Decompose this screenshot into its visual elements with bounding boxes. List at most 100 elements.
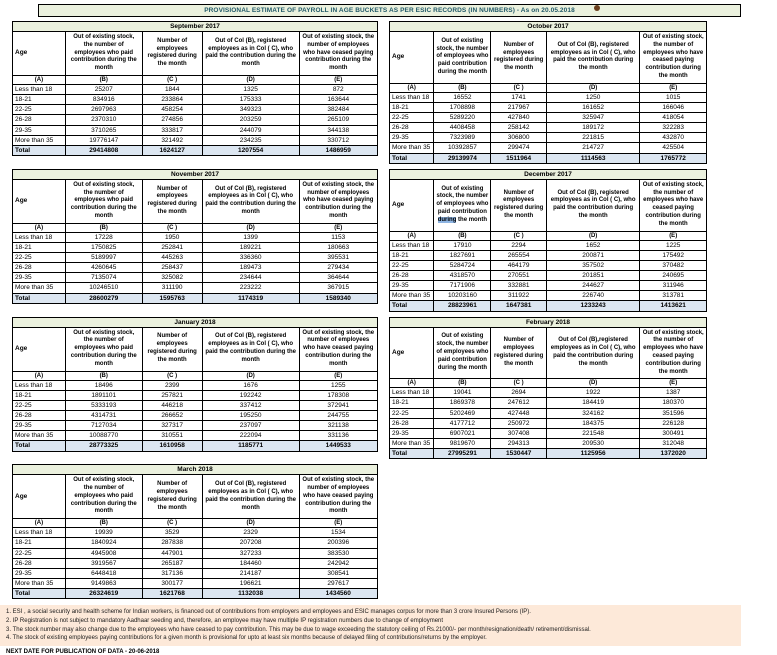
ceased-paying-value: 163644 <box>298 94 378 106</box>
column-header-row: Age Out of existing stock, the number of… <box>12 326 378 372</box>
total-ceased-paying: 1434560 <box>298 588 378 600</box>
column-header-e: Out of existing stock, the number of emp… <box>298 326 378 372</box>
registered-paid-value: 184419 <box>545 397 641 409</box>
total-paid-contribution: 28823961 <box>433 300 492 312</box>
registered-paid-value: 201851 <box>545 269 641 282</box>
ceased-paying-value: 313781 <box>639 290 707 302</box>
paid-contribution-value: 10203160 <box>433 290 492 302</box>
registered-paid-value: 209530 <box>545 438 641 450</box>
paid-contribution-value: 25207 <box>64 83 143 96</box>
ceased-paying-value: 1015 <box>639 91 707 103</box>
column-letter: (A) <box>12 222 66 233</box>
total-ceased-paying: 1765772 <box>639 152 707 164</box>
column-header-e: Out of existing stock, the number of emp… <box>298 474 378 520</box>
registered-paid-value: 175333 <box>201 94 300 106</box>
total-label: Total <box>388 300 435 312</box>
column-header-row: Age Out of existing stock, the number of… <box>388 31 707 84</box>
table-row: 22-25 5284724 464179 357502 370482 <box>388 259 707 271</box>
total-paid-contribution: 29414808 <box>64 144 143 156</box>
month-header-row: December 2017 <box>389 168 707 180</box>
table-row: More than 35 10392857 299474 214727 425504 <box>388 142 707 154</box>
ceased-paying-value: 242942 <box>298 557 378 569</box>
age-bucket-label: 26-28 <box>12 409 66 422</box>
registered-value: 321492 <box>141 134 203 146</box>
total-row: Total 29139974 1511964 1114563 1765772 <box>388 152 707 164</box>
month-header-row: October 2017 <box>389 21 707 32</box>
age-bucket-label: Less than 18 <box>388 387 435 399</box>
age-bucket-label: 22-25 <box>388 112 435 124</box>
age-bucket-label: Less than 18 <box>12 527 66 539</box>
column-letter: (A) <box>388 230 435 241</box>
registered-value: 1950 <box>141 231 203 243</box>
age-bucket-label: More than 35 <box>388 142 435 154</box>
month-header: October 2017 <box>389 21 707 32</box>
column-letter: (B) <box>64 74 143 85</box>
age-bucket-label: 18-21 <box>388 397 435 409</box>
column-header-age: Age <box>388 326 435 380</box>
column-header-b: Out of existing stock, the number of emp… <box>64 474 143 520</box>
total-label: Total <box>12 144 66 156</box>
registered-value: 311190 <box>141 282 203 294</box>
registered-paid-value: 200871 <box>545 249 641 261</box>
registered-paid-value: 1250 <box>545 91 641 103</box>
paid-contribution-value: 10392857 <box>433 142 492 154</box>
total-registered-paid: 1125956 <box>545 448 641 460</box>
table-row: Less than 18 17228 1950 1399 1153 <box>12 231 378 243</box>
table-row: 26-28 4408458 258142 189172 322283 <box>388 122 707 134</box>
total-paid-contribution: 28600279 <box>64 292 143 304</box>
ceased-paying-value: 331136 <box>298 430 378 442</box>
age-bucket-label: 26-28 <box>388 122 435 134</box>
paid-contribution-value: 4314731 <box>64 409 143 422</box>
table-row: 26-28 4314731 266652 195250 244755 <box>12 409 378 422</box>
column-header-e: Out of existing stock, the number of emp… <box>639 31 707 84</box>
registered-value: 317136 <box>141 567 203 579</box>
ceased-paying-value: 180663 <box>298 241 378 254</box>
table-row: 26-28 4260645 258437 189473 279434 <box>12 262 378 274</box>
registered-paid-value: 357502 <box>545 259 641 271</box>
registered-value: 310551 <box>141 430 203 442</box>
table-row: 26-28 2370310 274856 203259 265109 <box>12 114 378 126</box>
registered-value: 299474 <box>490 142 547 154</box>
age-bucket-label: 29-35 <box>388 132 435 144</box>
column-header-age: Age <box>12 31 66 76</box>
table-row: 18-21 1708898 217967 161652 166046 <box>388 101 707 114</box>
ceased-paying-value: 872 <box>298 83 378 96</box>
registered-paid-value: 207208 <box>201 537 300 549</box>
registered-value: 1741 <box>490 91 547 103</box>
total-registered: 1624127 <box>141 144 203 156</box>
registered-paid-value: 221815 <box>545 132 641 144</box>
registered-value: 287838 <box>141 537 203 549</box>
age-bucket-label: 29-35 <box>12 567 66 579</box>
registered-value: 332881 <box>490 280 547 292</box>
column-header-d: Out of Col (B), registered employees as … <box>201 474 300 520</box>
column-letter: (D) <box>545 230 641 241</box>
paid-contribution-value: 3710265 <box>64 124 143 136</box>
registered-paid-value: 1399 <box>201 231 300 243</box>
ceased-paying-value: 240695 <box>639 269 707 282</box>
total-label: Total <box>12 440 66 452</box>
age-bucket-label: 29-35 <box>12 420 66 432</box>
ceased-paying-value: 372941 <box>298 399 378 411</box>
column-header-b: Out of existing stock, the number of emp… <box>433 326 492 380</box>
column-header-row: Age Out of existing stock, the number of… <box>12 474 378 520</box>
column-letter: (D) <box>201 74 300 85</box>
age-bucket-label: 22-25 <box>12 547 66 559</box>
registered-paid-value: 327233 <box>201 547 300 559</box>
table-row: Less than 18 19939 3529 2329 1534 <box>12 527 378 539</box>
registered-paid-value: 244627 <box>545 280 641 292</box>
age-bucket-label: Less than 18 <box>12 83 66 96</box>
column-letter: (A) <box>12 518 66 529</box>
registered-paid-value: 189221 <box>201 241 300 254</box>
registered-paid-value: 1922 <box>545 387 641 399</box>
column-header-c: Number of employees registered during th… <box>141 178 203 224</box>
paid-contribution-value: 1869378 <box>433 397 492 409</box>
paid-contribution-value: 19939 <box>64 527 143 539</box>
paid-contribution-value: 18496 <box>64 379 143 391</box>
column-letter-row: (A) (B) (C ) (D) (E) <box>388 378 707 389</box>
column-letter-row: (A) (B) (C ) (D) (E) <box>12 518 378 529</box>
registered-value: 258142 <box>490 122 547 134</box>
column-header-age: Age <box>12 474 66 520</box>
age-bucket-label: 18-21 <box>12 389 66 401</box>
paid-contribution-value: 4408458 <box>433 122 492 134</box>
paid-contribution-value: 3919567 <box>64 557 143 569</box>
